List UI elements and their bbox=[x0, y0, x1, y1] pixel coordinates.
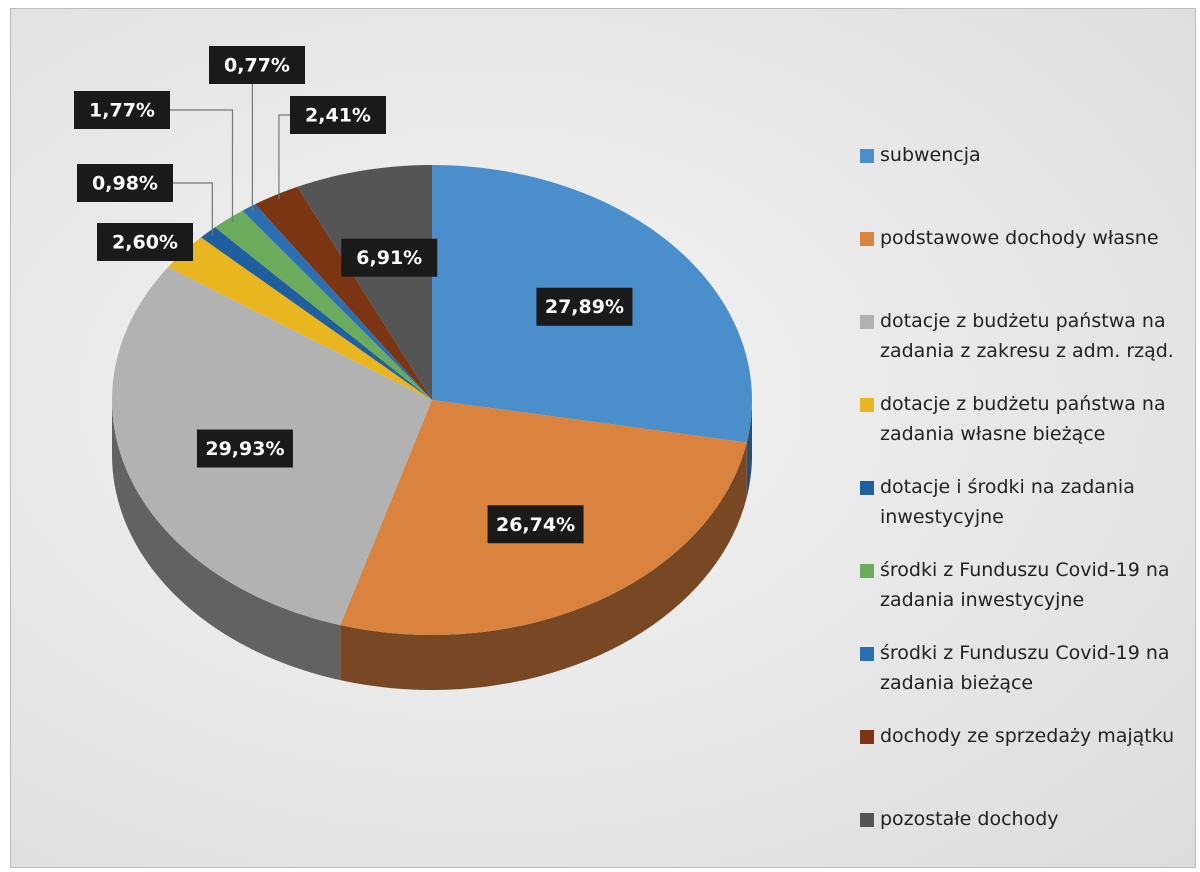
legend-swatch bbox=[860, 647, 874, 661]
legend-entry: podstawowe dochody własne bbox=[860, 223, 1190, 253]
legend-entry: dotacje z budżetu państwa na zadania wła… bbox=[860, 389, 1190, 449]
label-text: 2,60% bbox=[112, 232, 178, 254]
legend-entry: środki z Funduszu Covid-19 na zadania in… bbox=[860, 555, 1190, 615]
label-text: 2,41% bbox=[305, 105, 371, 127]
legend-label: dotacje z budżetu państwa na zadania wła… bbox=[880, 393, 1166, 445]
slice bbox=[215, 210, 432, 400]
data-label: 26,74% bbox=[487, 505, 584, 544]
leader-line bbox=[251, 64, 257, 212]
legend-label: środki z Funduszu Covid-19 na zadania in… bbox=[880, 559, 1170, 611]
slice bbox=[255, 186, 432, 400]
legend-label: pozostałe dochody bbox=[880, 808, 1059, 830]
label-text: 6,91% bbox=[356, 247, 422, 269]
data-label: 0,77% bbox=[209, 46, 305, 84]
legend-label: podstawowe dochody własne bbox=[880, 227, 1159, 249]
data-label: 2,60% bbox=[97, 223, 193, 261]
slice-side bbox=[746, 400, 752, 498]
legend-swatch bbox=[860, 813, 874, 827]
legend-swatch bbox=[860, 232, 874, 246]
legend-entry: środki z Funduszu Covid-19 na zadania bi… bbox=[860, 638, 1190, 698]
label-box bbox=[487, 505, 584, 544]
label-box bbox=[536, 287, 633, 326]
slice bbox=[200, 227, 432, 400]
legend-swatch bbox=[860, 564, 874, 578]
label-text: 1,77% bbox=[89, 100, 155, 122]
label-box bbox=[77, 164, 173, 202]
legend-entry: dotacje z budżetu państwa na zadania z z… bbox=[860, 306, 1190, 366]
label-text: 29,93% bbox=[205, 438, 284, 460]
slice-side bbox=[340, 442, 747, 690]
label-box bbox=[341, 238, 438, 277]
legend-swatch bbox=[860, 149, 874, 163]
data-label: 29,93% bbox=[196, 429, 293, 468]
legend-label: dotacje z budżetu państwa na zadania z z… bbox=[880, 310, 1174, 362]
label-text: 26,74% bbox=[496, 514, 575, 536]
legend-swatch bbox=[860, 481, 874, 495]
label-text: 0,77% bbox=[224, 55, 290, 77]
legend-entry: pozostałe dochody bbox=[860, 804, 1190, 834]
label-box bbox=[97, 223, 193, 261]
legend-entry: dochody ze sprzedaży majątku bbox=[860, 721, 1190, 751]
slice bbox=[242, 204, 432, 400]
label-box bbox=[74, 91, 170, 129]
legend-entry: dotacje i środki na zadania inwestycyjne bbox=[860, 472, 1190, 532]
data-label: 2,41% bbox=[290, 96, 386, 134]
label-text: 27,89% bbox=[545, 296, 624, 318]
legend-swatch bbox=[860, 398, 874, 412]
label-box bbox=[209, 46, 305, 84]
legend-label: subwencja bbox=[880, 144, 981, 166]
legend-label: dotacje i środki na zadania inwestycyjne bbox=[880, 476, 1135, 528]
legend-label: dochody ze sprzedaży majątku bbox=[880, 725, 1175, 747]
label-box bbox=[290, 96, 386, 134]
slice bbox=[168, 237, 433, 400]
data-label: 0,98% bbox=[77, 164, 173, 202]
data-label: 27,89% bbox=[536, 287, 633, 326]
slice-side bbox=[112, 400, 341, 681]
slice bbox=[297, 165, 432, 400]
data-label: 6,91% bbox=[341, 238, 438, 277]
label-box bbox=[196, 429, 293, 468]
legend-swatch bbox=[860, 730, 874, 744]
legend-label: środki z Funduszu Covid-19 na zadania bi… bbox=[880, 642, 1170, 694]
legend-swatch bbox=[860, 315, 874, 329]
label-text: 0,98% bbox=[92, 173, 158, 195]
data-label: 1,77% bbox=[74, 91, 170, 129]
legend-entry: subwencja bbox=[860, 140, 1190, 170]
